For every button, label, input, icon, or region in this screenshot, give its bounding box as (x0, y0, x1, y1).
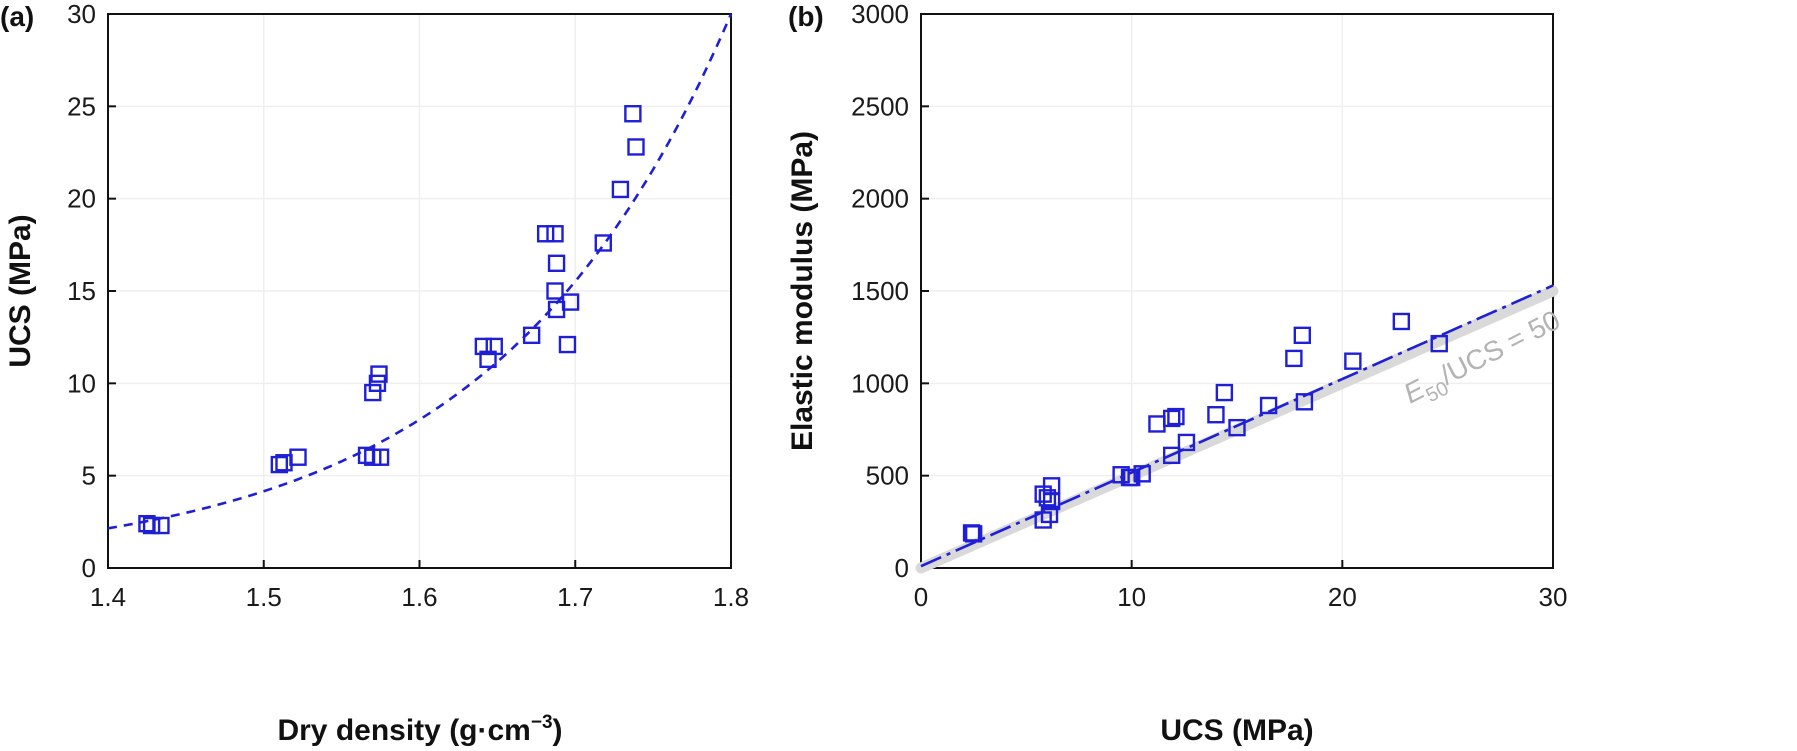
data-point (1295, 393, 1314, 411)
data-point (1228, 418, 1246, 437)
x-tick-label: 10 (1117, 582, 1146, 612)
data-point (485, 337, 503, 356)
panel-a-x-axis-label-close: ) (553, 714, 563, 747)
data-point (627, 138, 645, 156)
data-point (142, 516, 161, 535)
data-point (474, 337, 493, 356)
data-point (152, 516, 170, 535)
data-point (546, 225, 564, 243)
data-point (1122, 468, 1141, 487)
y-tick-label: 2500 (851, 91, 909, 121)
data-point (1162, 446, 1181, 465)
data-point (1167, 407, 1185, 426)
data-point (561, 293, 580, 311)
x-tick-label: 1.4 (90, 582, 126, 612)
y-tick-label: 2000 (851, 184, 909, 214)
data-point (522, 326, 541, 345)
data-point (1207, 406, 1225, 424)
data-point (1285, 349, 1303, 368)
panel-a-gridlines (108, 14, 731, 568)
data-point (1215, 383, 1234, 402)
data-point (624, 105, 642, 123)
x-tick-label: 1.7 (557, 582, 593, 612)
panel-b-fit-line (920, 284, 1554, 568)
y-tick-label: 5 (82, 461, 96, 491)
panel-b-x-ticks: 0 10 20 30 (914, 560, 1568, 612)
data-point (368, 374, 387, 393)
panel-a-x-axis-label-main: Dry density (g·cm (277, 714, 530, 747)
panel-a-y-ticks: 0 5 10 15 20 25 30 (67, 0, 116, 583)
data-point (1148, 415, 1166, 433)
panel-a-label: (a) (0, 1, 34, 32)
data-point (479, 350, 497, 369)
panel-a-y-axis-label: UCS (MPa) (4, 214, 37, 367)
x-tick-label: 20 (1328, 582, 1357, 612)
y-tick-label: 15 (67, 276, 96, 306)
y-tick-label: 1500 (851, 276, 909, 306)
y-tick-label: 30 (67, 0, 96, 29)
data-point (547, 254, 566, 273)
data-point (1042, 492, 1061, 511)
panel-b: (b) 0 10 20 30 0 500 1000 1500 2000 2500 3000 UCS… (786, 0, 1568, 747)
x-tick-label: 0 (914, 582, 928, 612)
y-tick-label: 25 (67, 91, 96, 121)
panel-a-x-ticks: 1.4 1.5 1.6 1.7 1.8 (90, 560, 749, 612)
panel-a-x-axis-label-sup: −3 (531, 712, 553, 733)
y-tick-label: 10 (67, 368, 96, 398)
panel-b-label: (b) (788, 1, 824, 32)
data-point (594, 234, 612, 252)
data-point (546, 282, 564, 300)
panel-a-x-axis-label: Dry density (g·cm−3) (277, 712, 562, 747)
data-point (964, 525, 983, 543)
panel-b-gridlines (921, 14, 1553, 568)
data-point (1177, 433, 1196, 452)
data-point (536, 225, 555, 243)
data-point (1344, 352, 1362, 370)
data-point (1133, 465, 1151, 483)
panel-b-y-axis-label: Elastic modulus (MPa) (786, 131, 819, 451)
x-tick-label: 1.5 (246, 582, 282, 612)
data-point (1293, 326, 1312, 345)
x-tick-label: 30 (1539, 582, 1568, 612)
data-point (289, 448, 307, 466)
y-tick-label: 1000 (851, 368, 909, 398)
data-point (371, 448, 390, 466)
data-point (364, 383, 382, 402)
x-tick-label: 1.6 (401, 582, 437, 612)
data-point (1259, 396, 1278, 415)
data-point (270, 455, 289, 474)
data-point (1038, 489, 1057, 507)
panel-a-fit-curve (107, 13, 733, 530)
data-point (1040, 505, 1059, 524)
y-tick-label: 0 (895, 553, 909, 583)
data-point (1430, 334, 1448, 353)
y-tick-label: 20 (67, 184, 96, 214)
panel-b-y-ticks: 0 500 1000 1500 2000 2500 3000 (851, 0, 929, 583)
data-point (1392, 312, 1411, 331)
panel-b-reference-line (915, 285, 1559, 574)
data-point (611, 180, 630, 199)
panel-a: (a) 1.4 1.5 1.6 1.7 1.8 0 5 10 15 20 25 30 Dry den… (0, 0, 749, 747)
y-tick-label: 0 (82, 553, 96, 583)
data-point (1162, 409, 1181, 428)
panel-b-x-axis-label: UCS (MPa) (1160, 714, 1313, 747)
data-point (370, 365, 388, 383)
y-tick-label: 3000 (851, 0, 909, 29)
panel-b-data-points (962, 312, 1448, 543)
panel-a-data-points (138, 105, 645, 535)
y-tick-label: 500 (866, 461, 909, 491)
data-point (558, 335, 577, 354)
x-tick-label: 1.8 (713, 582, 749, 612)
